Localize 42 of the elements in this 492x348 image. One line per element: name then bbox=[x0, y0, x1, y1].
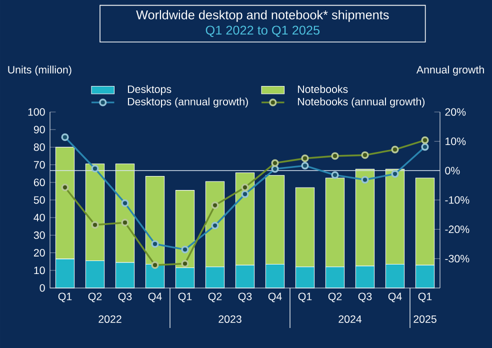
legend-label: Notebooks (annual growth) bbox=[298, 98, 425, 108]
x-tick-label: Q4 bbox=[388, 292, 402, 302]
y-tick-label: 40 bbox=[34, 214, 45, 222]
y2-tick-label: -10% bbox=[445, 196, 470, 204]
y-tick-label: 100 bbox=[28, 108, 45, 116]
y-axis-title: Units (million) bbox=[8, 66, 72, 76]
text: 2025 bbox=[414, 315, 436, 323]
y-tick-label: 50 bbox=[34, 196, 45, 204]
y-tick-label: 60 bbox=[34, 178, 45, 186]
y-tick-label: 90 bbox=[34, 126, 45, 134]
x-tick-label: Q4 bbox=[268, 292, 282, 302]
y-tick-label: 70 bbox=[34, 161, 45, 169]
x-tick-label: Q2 bbox=[208, 292, 222, 302]
chart-subtitle: Q1 2022 to Q1 2025 bbox=[206, 26, 320, 37]
x-tick-label: Q3 bbox=[118, 292, 132, 302]
text: 2024 bbox=[338, 315, 362, 323]
x-tick-label: Q2 bbox=[88, 292, 102, 302]
legend-label: Notebooks bbox=[298, 85, 348, 94]
x-tick-label: Q4 bbox=[148, 292, 162, 302]
y-tick-label: 0 bbox=[40, 284, 45, 292]
y2-tick-label: -20% bbox=[445, 226, 470, 234]
legend-label: Desktops bbox=[128, 85, 172, 96]
chart-title: Worldwide desktop and notebook* shipments bbox=[136, 10, 389, 22]
y2-axis-title: Annual growth bbox=[416, 66, 484, 76]
y2-tick-label: 0% bbox=[445, 166, 460, 174]
y-tick-label: 30 bbox=[34, 231, 45, 239]
y-tick-label: 20 bbox=[34, 249, 45, 257]
y2-tick-label: 10% bbox=[446, 138, 466, 146]
x-tick-label: Q1 bbox=[58, 292, 72, 302]
x-tick-label: Q3 bbox=[358, 292, 372, 302]
x-tick-label: Q1 bbox=[298, 292, 312, 302]
y-tick-label: 10 bbox=[34, 266, 45, 274]
y-tick-label: 80 bbox=[34, 143, 45, 151]
text: 2023 bbox=[218, 315, 242, 323]
x-tick-label: Q1 bbox=[178, 292, 192, 302]
y2-tick-label: 20% bbox=[445, 108, 466, 116]
x-tick-label: Q2 bbox=[328, 292, 342, 302]
text: 2022 bbox=[98, 315, 122, 323]
x-tick-label: Q1 bbox=[418, 292, 432, 302]
y2-tick-label: -30% bbox=[445, 254, 470, 262]
legend-label: Desktops (annual growth) bbox=[128, 98, 248, 108]
x-tick-label: Q3 bbox=[238, 292, 252, 302]
